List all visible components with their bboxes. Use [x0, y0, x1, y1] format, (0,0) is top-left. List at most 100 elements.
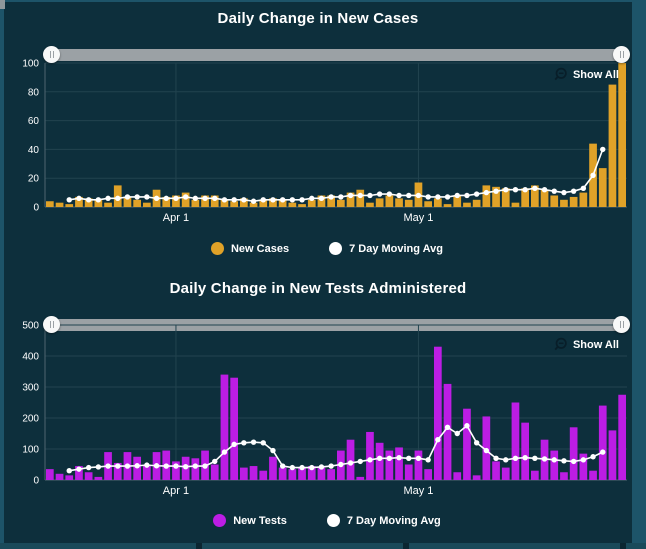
- bar[interactable]: [598, 168, 607, 207]
- bar[interactable]: [94, 476, 103, 480]
- data-point[interactable]: [512, 455, 519, 461]
- bar[interactable]: [569, 427, 578, 480]
- data-point[interactable]: [396, 192, 402, 199]
- data-point[interactable]: [483, 447, 490, 454]
- data-point[interactable]: [85, 464, 92, 471]
- data-point[interactable]: [153, 195, 160, 202]
- data-point[interactable]: [367, 192, 373, 199]
- data-point[interactable]: [231, 197, 237, 203]
- data-point[interactable]: [386, 191, 393, 197]
- bar[interactable]: [346, 192, 355, 207]
- data-point[interactable]: [406, 455, 412, 461]
- bar[interactable]: [230, 377, 238, 480]
- bar[interactable]: [521, 422, 529, 480]
- data-point[interactable]: [241, 440, 247, 446]
- bar[interactable]: [201, 195, 209, 207]
- data-point[interactable]: [512, 187, 519, 193]
- data-point[interactable]: [444, 424, 451, 430]
- bar[interactable]: [278, 199, 287, 207]
- data-point[interactable]: [124, 194, 131, 200]
- bar[interactable]: [434, 198, 442, 207]
- bar[interactable]: [560, 472, 568, 480]
- data-point[interactable]: [425, 457, 431, 463]
- bar[interactable]: [172, 461, 180, 480]
- data-point[interactable]: [221, 197, 228, 203]
- data-point[interactable]: [173, 463, 179, 469]
- data-point[interactable]: [192, 463, 199, 469]
- bar[interactable]: [278, 467, 287, 480]
- data-point[interactable]: [367, 457, 373, 463]
- bar[interactable]: [579, 192, 588, 207]
- data-point[interactable]: [600, 146, 606, 153]
- data-point[interactable]: [503, 457, 509, 463]
- bar[interactable]: [65, 475, 74, 480]
- data-point[interactable]: [309, 195, 315, 202]
- data-point[interactable]: [561, 189, 567, 196]
- bar[interactable]: [424, 201, 432, 207]
- bar[interactable]: [395, 198, 403, 207]
- data-point[interactable]: [76, 195, 82, 202]
- data-point[interactable]: [406, 192, 412, 199]
- bar[interactable]: [143, 464, 151, 481]
- slider-track[interactable]: [45, 49, 628, 61]
- data-point[interactable]: [144, 462, 150, 468]
- data-point[interactable]: [386, 455, 393, 461]
- slider-handle-right[interactable]: [613, 46, 630, 63]
- bar[interactable]: [608, 430, 617, 480]
- data-point[interactable]: [202, 463, 208, 469]
- data-point[interactable]: [328, 463, 334, 469]
- data-point[interactable]: [163, 195, 169, 202]
- bar[interactable]: [75, 466, 83, 480]
- time-range-slider-new-cases[interactable]: [43, 46, 630, 63]
- bar[interactable]: [346, 439, 355, 480]
- bar[interactable]: [443, 204, 452, 207]
- bar[interactable]: [55, 473, 64, 480]
- data-point[interactable]: [454, 430, 460, 437]
- data-point[interactable]: [231, 441, 237, 448]
- data-point[interactable]: [105, 463, 111, 469]
- data-point[interactable]: [590, 454, 596, 460]
- data-point[interactable]: [115, 195, 121, 202]
- data-point[interactable]: [250, 198, 257, 204]
- data-point[interactable]: [279, 197, 286, 203]
- bar[interactable]: [65, 204, 74, 207]
- data-point[interactable]: [493, 455, 499, 461]
- data-point[interactable]: [570, 188, 577, 194]
- data-point[interactable]: [435, 194, 441, 200]
- data-point[interactable]: [66, 197, 72, 203]
- bar[interactable]: [220, 374, 229, 480]
- data-point[interactable]: [279, 463, 286, 469]
- data-point[interactable]: [522, 454, 528, 461]
- slider-handle-left[interactable]: [43, 46, 60, 63]
- bar[interactable]: [521, 188, 529, 207]
- data-point[interactable]: [270, 447, 276, 454]
- bar[interactable]: [181, 192, 190, 207]
- data-point[interactable]: [85, 197, 92, 203]
- data-point[interactable]: [503, 187, 509, 193]
- data-point[interactable]: [66, 468, 72, 474]
- data-point[interactable]: [444, 194, 451, 200]
- data-point[interactable]: [464, 423, 470, 429]
- data-point[interactable]: [473, 440, 480, 446]
- data-point[interactable]: [260, 440, 266, 446]
- bar[interactable]: [337, 199, 345, 207]
- data-point[interactable]: [580, 457, 587, 463]
- data-point[interactable]: [473, 191, 480, 197]
- bar[interactable]: [589, 470, 597, 480]
- data-point[interactable]: [289, 464, 296, 471]
- data-point[interactable]: [551, 188, 557, 194]
- bar[interactable]: [104, 202, 112, 207]
- bar[interactable]: [579, 453, 588, 480]
- bar[interactable]: [356, 189, 365, 207]
- bar[interactable]: [404, 199, 413, 207]
- bar[interactable]: [162, 196, 171, 207]
- bar[interactable]: [317, 467, 326, 480]
- bar[interactable]: [143, 202, 151, 207]
- bar[interactable]: [46, 469, 54, 480]
- bar[interactable]: [560, 199, 568, 207]
- bar[interactable]: [298, 204, 306, 207]
- bar[interactable]: [75, 196, 83, 207]
- data-point[interactable]: [541, 456, 548, 462]
- data-point[interactable]: [95, 197, 102, 203]
- bar[interactable]: [133, 199, 141, 207]
